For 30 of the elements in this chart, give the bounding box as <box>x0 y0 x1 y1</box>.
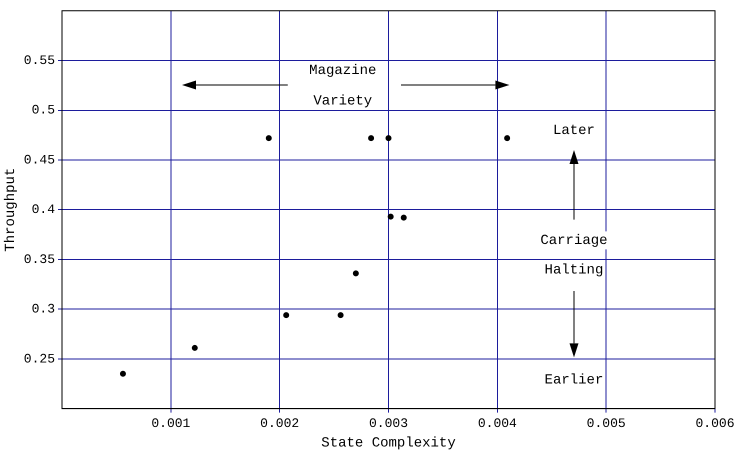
point <box>338 312 344 318</box>
x-tick-label: 0.003 <box>368 416 408 431</box>
y-tick-label: 0.35 <box>24 252 56 267</box>
y-tick-label: 0.55 <box>24 52 56 68</box>
y-tick-label: 0.4 <box>32 202 56 218</box>
annotation: Carriage Halting <box>540 233 608 278</box>
x-tick-label: 0.001 <box>151 416 191 431</box>
annotation: Earlier <box>544 372 604 389</box>
x-tick-label: 0.005 <box>586 416 626 431</box>
y-tick-label: 0.45 <box>24 152 56 168</box>
x-axis-title: State Complexity <box>321 435 456 451</box>
x-tick-label: 0.002 <box>260 416 300 431</box>
point <box>504 135 510 142</box>
x-tick-label: 0.006 <box>695 416 735 431</box>
annotation: Later <box>552 122 595 139</box>
annotation: Magazine Variety <box>309 62 376 110</box>
y-axis-title: Throughput <box>3 168 20 252</box>
point <box>352 270 359 276</box>
point <box>266 135 272 142</box>
y-tick-label: 0.25 <box>24 351 56 366</box>
y-tick-label: 0.3 <box>32 302 56 317</box>
point <box>388 214 394 220</box>
point <box>192 344 198 351</box>
point <box>386 135 392 142</box>
point <box>368 135 374 142</box>
point <box>283 312 290 318</box>
x-tick-label: 0.004 <box>478 416 518 431</box>
point <box>400 214 407 221</box>
point <box>120 370 126 377</box>
y-tick-label: 0.5 <box>32 102 56 118</box>
